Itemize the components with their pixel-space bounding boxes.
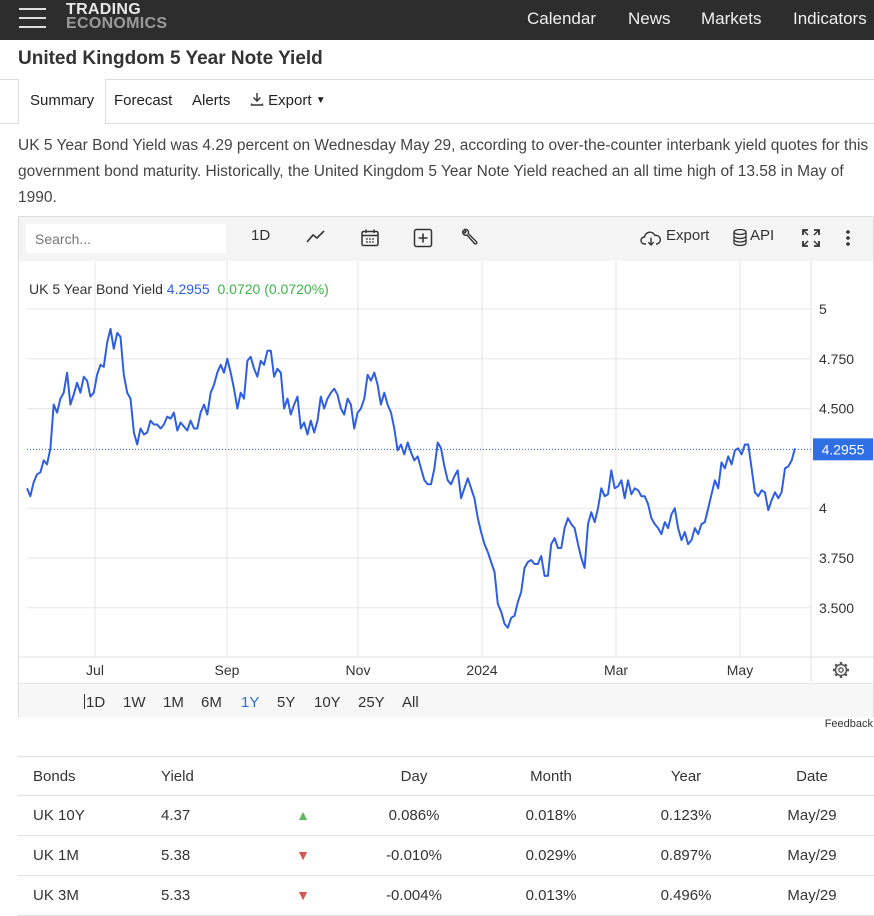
y-tick-label: 4: [819, 500, 827, 516]
x-tick-label: Nov: [346, 662, 371, 678]
series-line-uk-5y: [26, 327, 796, 629]
download-icon: [250, 93, 264, 106]
nav-news[interactable]: News: [628, 9, 671, 28]
legend-change: 0.0720 (0.0720%): [217, 281, 329, 297]
interval-button[interactable]: 1D: [251, 227, 271, 244]
bond-date: May/29: [750, 795, 874, 836]
database-icon[interactable]: [732, 228, 748, 248]
y-tick-label: 4.750: [819, 351, 854, 367]
menu-icon[interactable]: [19, 8, 47, 30]
bond-year-change: 0.897%: [622, 835, 750, 876]
table-row[interactable]: UK 1M 5.38 ▼ -0.010% 0.029% 0.897% May/2…: [18, 835, 874, 876]
more-options-icon[interactable]: [845, 228, 851, 248]
x-tick-label: Jul: [86, 662, 104, 678]
chart-legend: UK 5 Year Bond Yield 4.2955 0.0720 (0.07…: [29, 281, 329, 297]
bond-date: May/29: [750, 875, 874, 916]
last-value-tag-label: 4.2955: [822, 441, 865, 457]
bond-day-change: 0.086%: [348, 795, 480, 836]
legend-last-value: 4.2955: [166, 281, 210, 297]
bond-month-change: 0.018%: [480, 795, 622, 836]
col-month[interactable]: Month: [480, 756, 622, 796]
summary-description: UK 5 Year Bond Yield was 4.29 percent on…: [18, 137, 869, 206]
y-tick-label: 3.750: [819, 550, 854, 566]
chart-settings-icon[interactable]: [833, 662, 849, 678]
api-button[interactable]: API: [750, 227, 775, 244]
range-25y[interactable]: 25Y: [358, 694, 385, 711]
tab-alerts[interactable]: Alerts: [192, 92, 231, 109]
wrench-icon[interactable]: [459, 228, 479, 248]
down-arrow-icon: ▼: [296, 887, 310, 903]
last-value-tag: [813, 438, 873, 461]
logo-line-1: TRADING: [66, 1, 141, 18]
cloud-download-icon[interactable]: [640, 229, 662, 247]
tab-summary[interactable]: Summary: [18, 79, 107, 124]
range-10y[interactable]: 10Y: [314, 694, 341, 711]
chart-search-input[interactable]: [26, 224, 226, 253]
range-selector: 1D 1W 1M 6M 1Y 5Y 10Y 25Y All: [19, 683, 873, 717]
up-arrow-icon: ▲: [296, 807, 310, 823]
down-arrow-icon: ▼: [296, 847, 310, 863]
chart-export-button[interactable]: Export: [666, 227, 710, 244]
range-6m[interactable]: 6M: [201, 694, 222, 711]
x-tick-label: Mar: [604, 662, 628, 678]
x-tick-label: 2024: [466, 662, 497, 678]
range-1m[interactable]: 1M: [163, 694, 184, 711]
y-tick-label: 3.500: [819, 600, 854, 616]
bond-year-change: 0.496%: [622, 875, 750, 916]
bond-year-change: 0.123%: [622, 795, 750, 836]
table-row[interactable]: UK 10Y 4.37 ▲ 0.086% 0.018% 0.123% May/2…: [18, 795, 874, 836]
range-1d[interactable]: 1D: [86, 694, 106, 711]
col-date[interactable]: Date: [750, 756, 874, 796]
col-direction: [258, 756, 348, 796]
range-cursor: [84, 694, 85, 709]
tab-bar: Summary Forecast Alerts Export ▼: [0, 79, 874, 124]
y-tick-label: 4.500: [819, 401, 854, 417]
nav-markets[interactable]: Markets: [701, 9, 762, 28]
bond-yield: 5.38: [161, 835, 258, 876]
x-tick-label: Sep: [215, 662, 240, 678]
chart-panel: 1D Export API: [18, 216, 874, 717]
tab-forecast[interactable]: Forecast: [114, 92, 173, 109]
bond-name[interactable]: UK 10Y: [18, 795, 161, 836]
y-tick-label: 5: [819, 301, 827, 317]
col-year[interactable]: Year: [622, 756, 750, 796]
feedback-link[interactable]: Feedback: [824, 718, 873, 730]
col-bonds[interactable]: Bonds: [18, 756, 161, 796]
col-yield[interactable]: Yield: [161, 756, 258, 796]
tab-export[interactable]: Export ▼: [250, 92, 326, 109]
bond-yield: 5.33: [161, 875, 258, 916]
tab-export-label: Export: [268, 92, 312, 109]
x-tick-label: May: [727, 662, 753, 678]
bond-yield: 4.37: [161, 795, 258, 836]
range-1w[interactable]: 1W: [123, 694, 146, 711]
caret-down-icon: ▼: [315, 95, 326, 106]
logo-line-2: ECONOMICS: [66, 15, 168, 32]
nav-indicators[interactable]: Indicators: [793, 9, 867, 28]
table-row[interactable]: UK 3M 5.33 ▼ -0.004% 0.013% 0.496% May/2…: [18, 875, 874, 916]
bond-date: May/29: [750, 835, 874, 876]
yield-line-chart[interactable]: 5 4.750 4.500 4 3.750 3.500 Jul Sep Nov 2024 Mar Ma…: [19, 261, 873, 683]
line-chart-icon[interactable]: [306, 228, 326, 246]
table-header-row: Bonds Yield Day Month Year Date: [18, 756, 874, 796]
page-title: United Kingdom 5 Year Note Yield: [18, 48, 323, 69]
nav-calendar[interactable]: Calendar: [527, 9, 596, 28]
chart-toolbar: 1D Export API: [19, 217, 873, 261]
site-logo[interactable]: TRADING ECONOMICS: [66, 1, 168, 32]
bond-day-change: -0.010%: [348, 835, 480, 876]
add-indicator-icon[interactable]: [413, 228, 433, 248]
top-navigation-bar: TRADING ECONOMICS Calendar News Markets …: [0, 0, 874, 40]
calendar-icon[interactable]: [360, 228, 380, 248]
col-day[interactable]: Day: [348, 756, 480, 796]
legend-series-name: UK 5 Year Bond Yield: [29, 281, 163, 297]
bond-month-change: 0.029%: [480, 835, 622, 876]
page-header: United Kingdom 5 Year Note Yield: [0, 40, 874, 80]
fullscreen-icon[interactable]: [801, 228, 821, 248]
bonds-table: Bonds Yield Day Month Year Date UK 10Y 4…: [18, 756, 874, 916]
bond-day-change: -0.004%: [348, 875, 480, 916]
range-1y[interactable]: 1Y: [241, 694, 260, 711]
bond-month-change: 0.013%: [480, 875, 622, 916]
bond-name[interactable]: UK 1M: [18, 835, 161, 876]
range-all[interactable]: All: [402, 694, 419, 711]
range-5y[interactable]: 5Y: [277, 694, 296, 711]
